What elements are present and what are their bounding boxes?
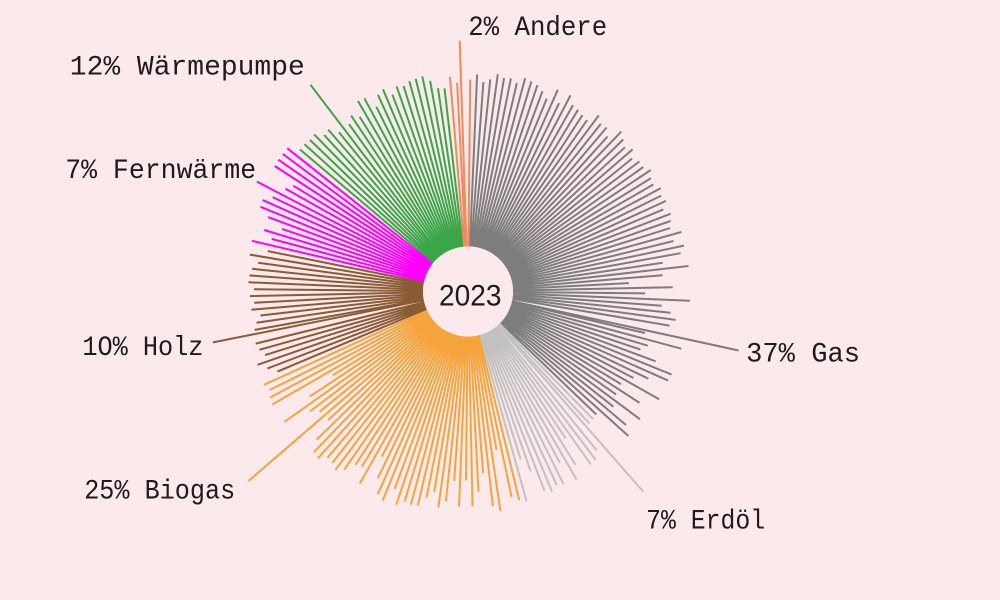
svg-text:25% Biogas: 25% Biogas [84, 477, 235, 508]
svg-text:12% Wärmepumpe: 12% Wärmepumpe [70, 53, 305, 84]
svg-text:2023: 2023 [439, 280, 502, 313]
svg-text:7% Fernwärme: 7% Fernwärme [65, 156, 256, 187]
svg-text:7% Erdöl: 7% Erdöl [646, 507, 765, 538]
svg-text:2% Andere: 2% Andere [468, 13, 607, 44]
svg-text:1O% Holz: 1O% Holz [82, 333, 203, 364]
svg-text:37% Gas: 37% Gas [746, 340, 860, 371]
